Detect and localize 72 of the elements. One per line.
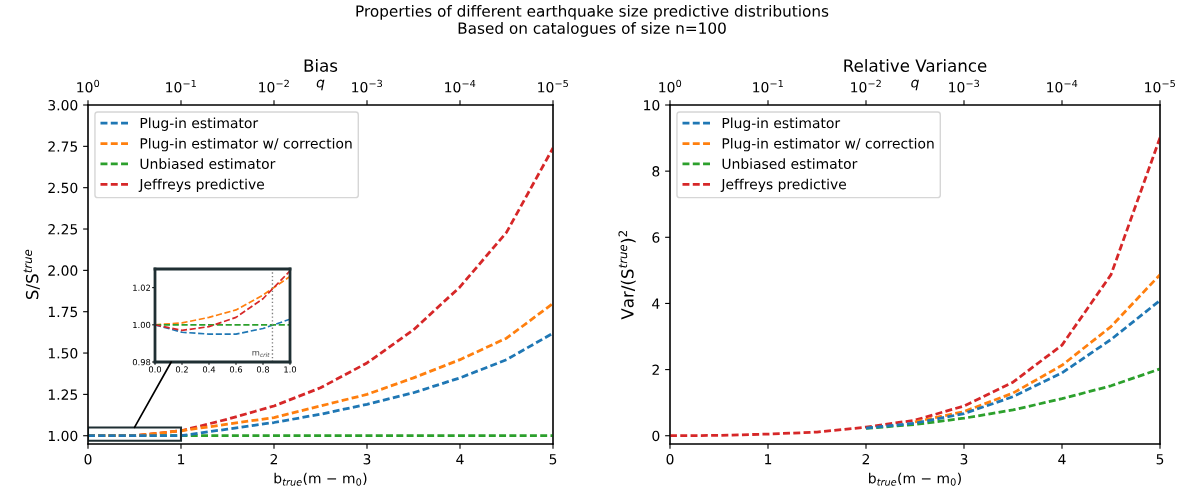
legend-label: Plug-in estimator [140,117,259,131]
x-tick-label: 5 [549,454,557,465]
y-tick-label: 2.25 [48,223,78,235]
y-tick-label: 10 [644,99,660,111]
y-tick-label: 4 [652,298,660,309]
line-series [88,331,553,438]
x2-axis-title: q [316,79,325,91]
chart-title: Relative Variance [844,59,987,72]
x2-tick-label: 10$^{0}$ [659,79,682,93]
x2-tick-label: 10$^{−5}$ [1145,79,1175,93]
x-tick-label: 0 [666,453,674,465]
x-tick-label: 5 [1156,454,1164,465]
chart-title: Bias [304,59,338,72]
x2-tick-label: 10$^{0}$ [77,79,100,93]
x-tick-label: 0.8 [256,366,270,373]
x-tick-label: 0.6 [229,366,243,373]
y-tick-label: 2.00 [48,265,78,276]
y-tick-label: 1.02 [133,284,150,291]
legend-label: Plug-in estimator w/ correction [140,137,352,152]
y-tick-label: 3.00 [48,99,78,111]
legend-label: Jeffreys predictive [720,178,847,193]
x-tick-label: 2 [862,453,870,465]
x-tick-label: 0.0 [148,366,162,373]
line-series [913,273,1160,424]
x-tick-label: 3 [363,453,371,465]
x-tick-label: 2 [270,453,278,465]
x2-tick-label: 10$^{−2}$ [851,79,881,93]
x2-tick-label: 10$^{−4}$ [1047,79,1078,93]
y-tick-label: 6 [652,232,660,243]
x-tick-label: 1 [178,454,185,465]
y-tick-label: 1.50 [48,348,78,359]
x-tick-label: 1.0 [284,366,297,373]
y-tick-label: 2.75 [48,141,78,152]
line-series [864,367,1160,430]
x-tick-label: 1 [765,454,772,465]
x-tick-label: 4 [456,454,464,465]
x2-tick-label: 10$^{−4}$ [445,79,476,93]
legend-label: Plug-in estimator [722,117,841,131]
legend-label: Unbiased estimator [722,158,858,170]
y-tick-label: 0.98 [132,358,151,366]
y-tick-label: 0 [652,430,660,442]
y-axis-title: Var/(S$^{true}$)$^{2}$ [618,231,636,320]
legend-label: Unbiased estimator [140,158,276,170]
y-tick-label: 8 [652,166,660,177]
legend-label: Plug-in estimator w/ correction [722,137,934,152]
x2-tick-label: 10$^{−1}$ [166,79,196,93]
y-tick-label: 1.00 [48,430,78,442]
y-tick-label: 1.00 [133,321,151,329]
x-tick-label: 3 [960,453,968,465]
x2-tick-label: 10$^{−3}$ [949,79,980,93]
legend-label: Jeffreys predictive [138,178,265,193]
x2-tick-label: 10$^{−5}$ [538,79,568,93]
y-tick-label: 1.25 [48,389,78,400]
text: Based on catalogues of size n=100 [458,22,726,37]
ref-line-label: m$_{crit}$ [252,350,270,358]
x-tick-label: 4 [1058,454,1066,465]
y-axis-title: S/S$^{true}$ [23,249,40,300]
x-tick-label: 0.2 [175,366,188,373]
x2-tick-label: 10$^{−2}$ [259,79,289,93]
x2-axis-title: q [911,79,919,91]
text: Properties of different earthquake size predictive distributions [356,5,829,20]
line-series [864,299,1160,430]
x-axis-title: b$_{true}$(m − m$_{0}$) [869,472,961,486]
y-tick-label: 1.75 [48,306,78,318]
line-series [155,318,290,335]
x-axis-title: b$_{true}$(m − m$_{0}$) [274,472,367,486]
line-series [670,136,1160,438]
x-tick-label: 0.4 [202,366,216,373]
x-tick-label: 0 [84,453,92,465]
x2-tick-label: 10$^{−1}$ [753,79,783,93]
x2-tick-label: 10$^{−3}$ [352,79,383,93]
y-tick-label: 2.50 [48,182,78,194]
